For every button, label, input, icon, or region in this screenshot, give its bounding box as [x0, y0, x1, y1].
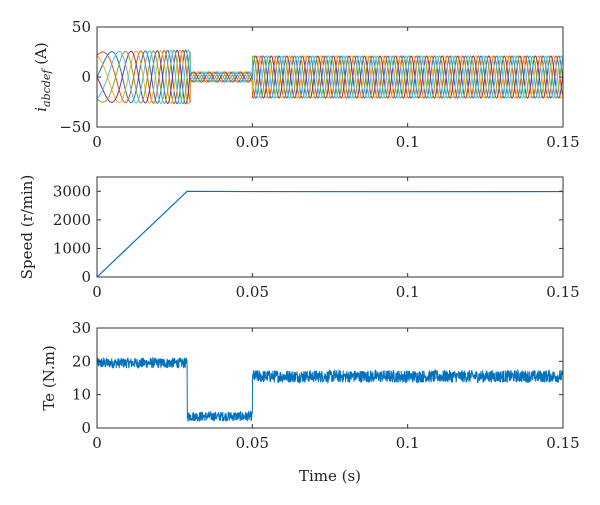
x-tick-label: 0.15	[546, 133, 579, 151]
x-tick-label: 0.1	[396, 133, 420, 151]
x-tick-label: 0.15	[546, 283, 579, 301]
speed-panel: 0 0.05 0.1 0.15 0 1000 2000 3000 Speed (r/min)	[18, 175, 580, 301]
y-tick-label: 20	[72, 352, 91, 370]
current-series-line	[96, 49, 564, 105]
y-tick-label: 0	[81, 68, 91, 86]
speed-axes-frame	[96, 176, 564, 278]
y-tick-label: 2000	[53, 211, 91, 229]
torque-y-axis-label: Te (N.m)	[40, 345, 58, 410]
x-tick-label: 0	[92, 133, 102, 151]
x-tick-label: 0	[92, 283, 102, 301]
torque-line	[96, 356, 564, 423]
y-tick-label: 10	[72, 386, 91, 404]
current-series-line	[96, 49, 564, 105]
y-tick-label: 30	[72, 319, 91, 337]
y-tick-label: 3000	[53, 182, 91, 200]
current-series-line	[96, 49, 564, 105]
y-tick-label: 0	[81, 268, 91, 286]
torque-plot-area	[96, 356, 564, 423]
y-tick-label: 50	[72, 18, 91, 36]
current-y-axis-label: iabcdef (A)	[32, 42, 53, 112]
y-tick-label: 0	[81, 419, 91, 437]
speed-ticks: 0 0.05 0.1 0.15 0 1000 2000 3000	[53, 177, 580, 301]
current-series-line	[96, 49, 564, 105]
current-series-line	[96, 49, 564, 105]
x-tick-label: 0.1	[396, 283, 420, 301]
x-tick-label: 0.05	[236, 283, 269, 301]
current-plot-area	[96, 49, 564, 105]
x-tick-label: 0.1	[396, 434, 420, 452]
x-tick-label: 0	[92, 434, 102, 452]
x-tick-label: 0.15	[546, 434, 579, 452]
x-tick-label: 0.05	[236, 434, 269, 452]
speed-y-axis-label: Speed (r/min)	[18, 175, 36, 280]
torque-axes-frame	[96, 327, 564, 429]
time-x-axis-label: Time (s)	[299, 467, 361, 485]
torque-ticks: 0 0.05 0.1 0.15 0 10 20 30	[72, 319, 580, 452]
torque-panel: 0 0.05 0.1 0.15 0 10 20 30 Te (N.m) Time (s)	[40, 319, 580, 485]
current-series-line	[96, 49, 564, 105]
speed-line	[96, 190, 564, 278]
y-tick-label: −50	[59, 118, 91, 136]
y-tick-label: 1000	[53, 239, 91, 257]
x-tick-label: 0.05	[236, 133, 269, 151]
speed-plot-area	[96, 190, 564, 278]
